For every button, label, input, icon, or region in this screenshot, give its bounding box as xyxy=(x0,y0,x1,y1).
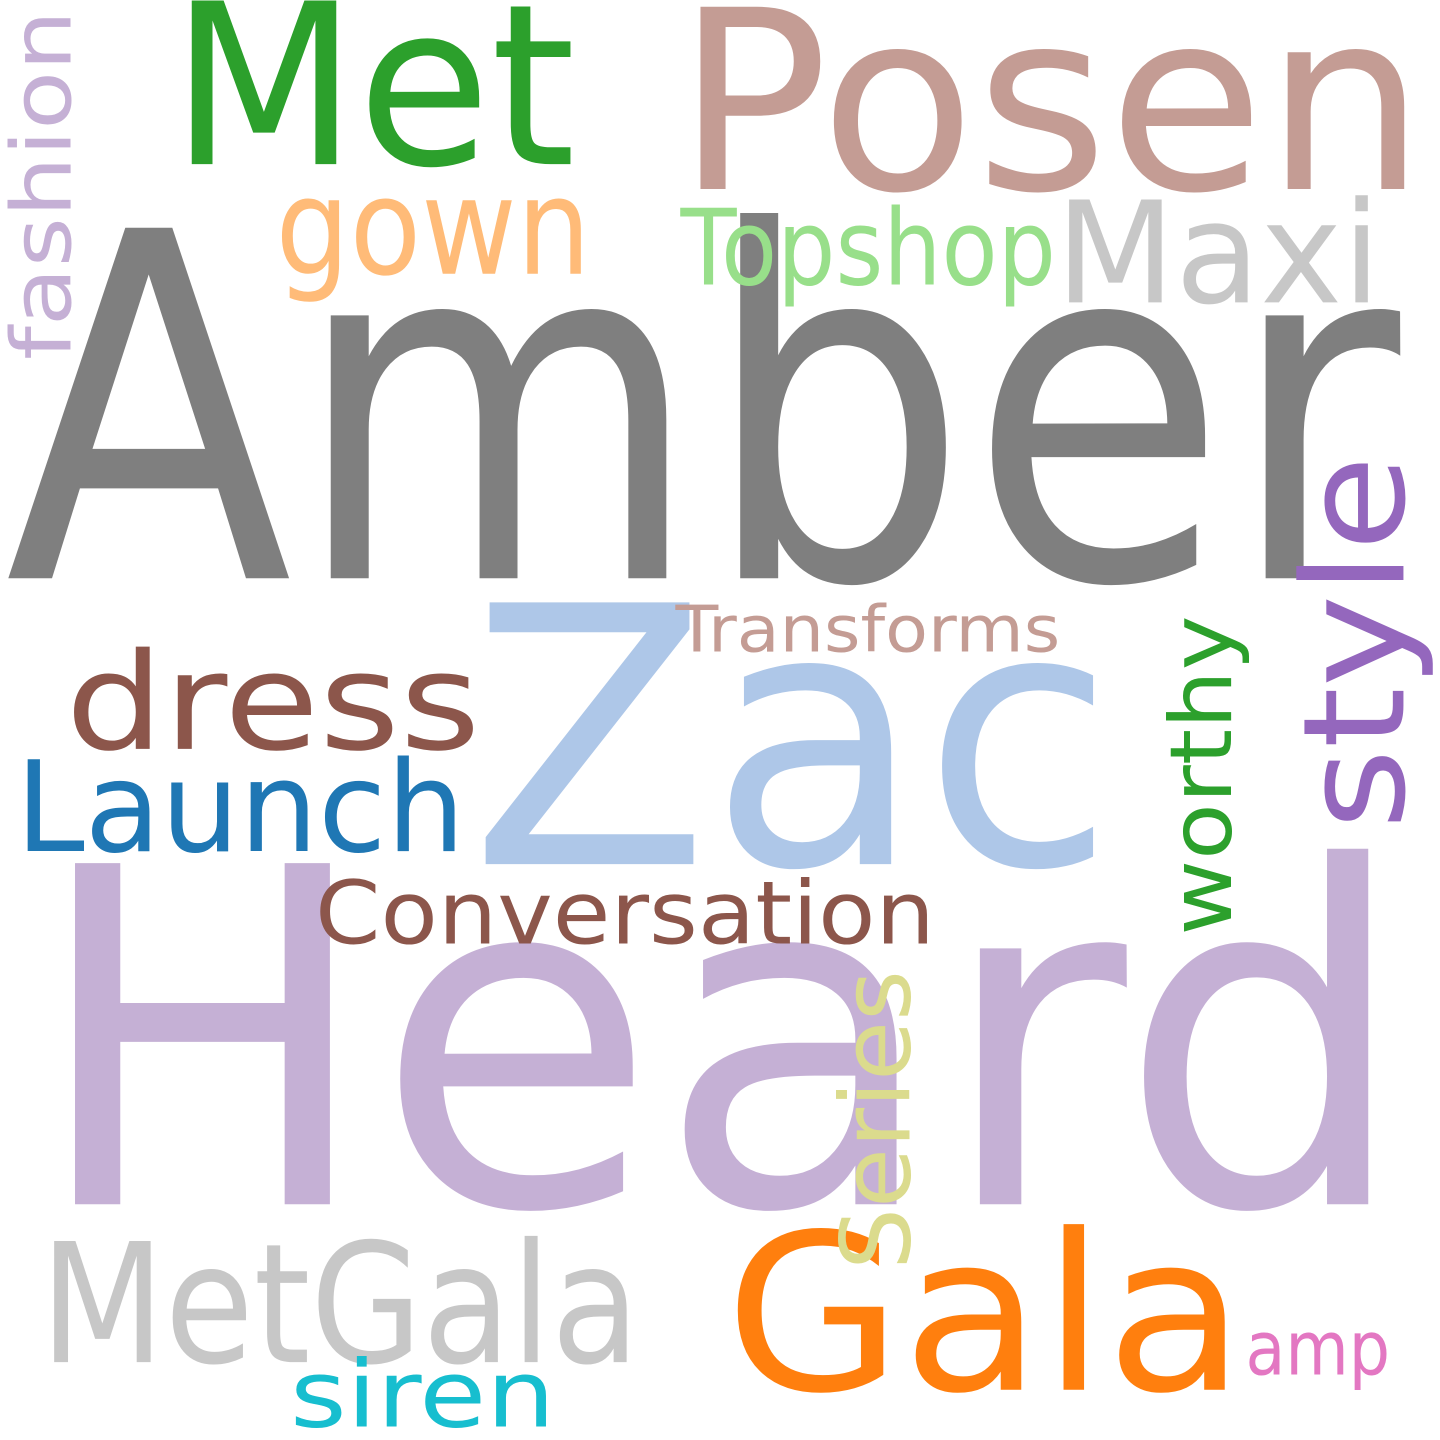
word-style: style xyxy=(1272,455,1437,830)
word-heard: Heard xyxy=(29,769,1410,1315)
word-siren: siren xyxy=(289,1341,556,1440)
word-zac: Zac xyxy=(469,530,1115,950)
word-met: Met xyxy=(170,0,576,218)
word-amber: Amber xyxy=(5,132,1401,692)
word-maxi: Maxi xyxy=(1055,172,1381,337)
word-topshop: Topshop xyxy=(680,187,1056,310)
word-gala: Gala xyxy=(724,1187,1246,1440)
word-launch: Launch xyxy=(15,735,465,882)
word-transforms: Transforms xyxy=(675,592,1060,668)
word-fashion: fashion xyxy=(0,10,91,360)
word-amp: amp xyxy=(1244,1305,1390,1393)
word-dress: dress xyxy=(65,624,480,781)
word-gown: gown xyxy=(275,149,591,306)
word-metgala: MetGala xyxy=(39,1207,640,1402)
word-worthy: worthy xyxy=(1151,615,1252,935)
word-series: Series xyxy=(820,970,933,1270)
word-posen: Posen xyxy=(674,0,1426,248)
word-conversation: Conversation xyxy=(315,863,935,965)
